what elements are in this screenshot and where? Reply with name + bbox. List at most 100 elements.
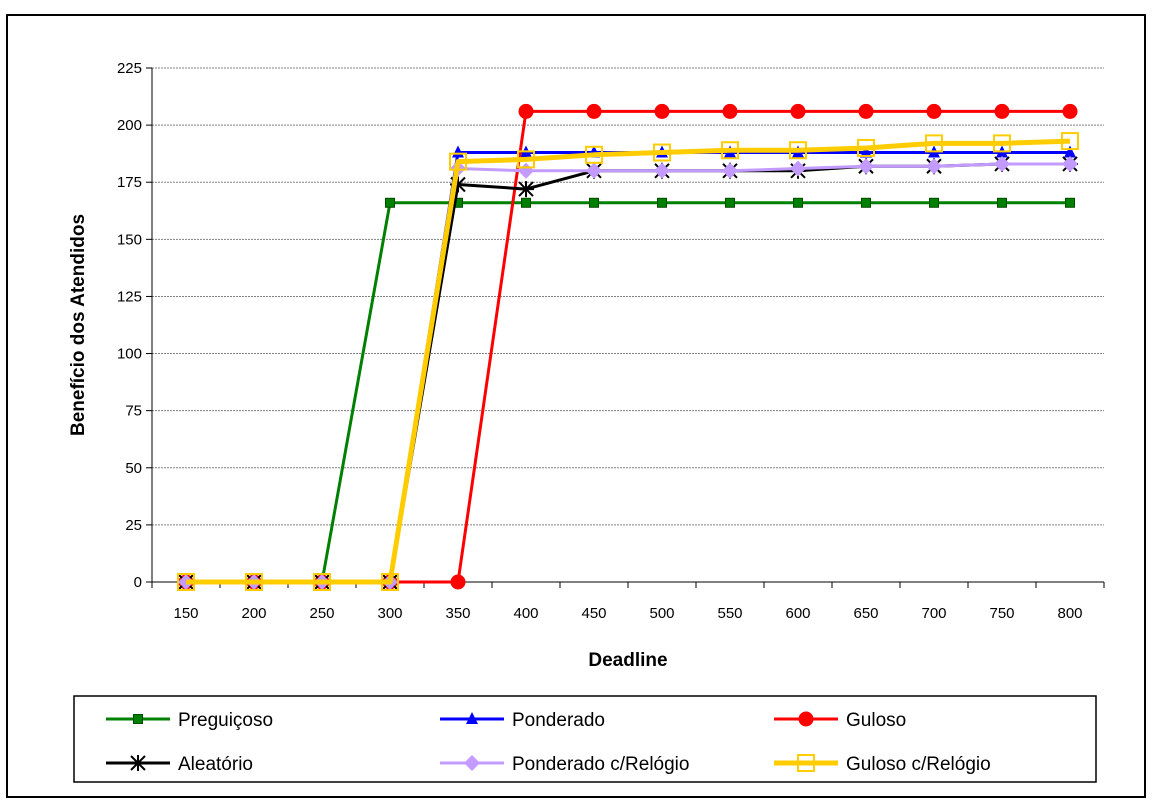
data-point-guloso <box>790 103 806 119</box>
data-point-guloso <box>1062 103 1078 119</box>
legend-marker-aleatorio <box>130 755 146 771</box>
series-ponderado-c-relogio <box>178 155 1078 590</box>
legend-label: Aleatório <box>178 754 253 775</box>
data-point-ponderado-c-relogio <box>518 162 534 179</box>
data-point-guloso-c-relogio <box>925 134 943 153</box>
data-point-preguicoso <box>929 197 939 208</box>
x-tick-label: 300 <box>377 605 402 622</box>
legend-item-ponderado: Ponderado <box>440 710 605 731</box>
data-point-ponderado-c-relogio <box>858 158 874 175</box>
x-tick-label: 450 <box>581 605 606 622</box>
data-point-ponderado-c-relogio <box>722 162 738 179</box>
legend: Preguiçoso Ponderado Guloso Aleatório Ponder… <box>73 695 1097 783</box>
legend-label: Guloso <box>846 710 906 731</box>
data-point-preguicoso <box>997 197 1007 208</box>
legend-label: Ponderado c/Relógio <box>512 754 689 775</box>
legend-marker-ponderado-c-relogio <box>464 755 480 771</box>
legend-item-guloso-c-relogio: Guloso c/Relógio <box>774 754 991 775</box>
data-point-preguicoso <box>1065 197 1075 208</box>
data-point-ponderado-c-relogio <box>926 158 942 175</box>
data-point-guloso <box>654 103 670 119</box>
x-tick-label: 400 <box>513 605 538 622</box>
legend-item-guloso: Guloso <box>774 710 906 731</box>
data-point-guloso-c-relogio <box>1061 132 1079 151</box>
legend-label: Guloso c/Relógio <box>846 754 991 775</box>
data-point-guloso-c-relogio <box>313 573 331 591</box>
x-tick-label: 550 <box>717 605 742 622</box>
data-point-guloso-c-relogio <box>517 150 535 169</box>
series-line-aleatorio <box>186 162 1070 584</box>
data-point-ponderado-c-relogio <box>654 162 670 179</box>
x-tick-label: 700 <box>921 605 946 622</box>
y-tick-label: 25 <box>125 517 142 534</box>
data-point-guloso <box>722 103 738 119</box>
legend-label: Ponderado <box>512 710 605 731</box>
x-tick-label: 150 <box>173 605 198 622</box>
x-tick-label: 600 <box>785 605 810 622</box>
data-point-ponderado-c-relogio <box>790 160 806 177</box>
data-point-guloso <box>926 103 942 119</box>
x-tick-label: 500 <box>649 605 674 622</box>
data-point-preguicoso <box>385 197 395 208</box>
series-line-ponderado <box>186 151 1070 584</box>
data-point-preguicoso <box>657 197 667 208</box>
data-point-guloso-c-relogio <box>993 134 1011 153</box>
data-point-guloso <box>994 103 1010 119</box>
x-axis-title: Deadline <box>588 650 667 671</box>
data-point-guloso-c-relogio <box>857 138 875 157</box>
data-point-guloso-c-relogio <box>721 141 739 160</box>
data-point-guloso-c-relogio <box>381 573 399 591</box>
data-point-guloso-c-relogio <box>449 152 467 171</box>
y-tick-label: 175 <box>117 174 142 191</box>
series-line-guloso-c-relogio <box>186 138 1071 585</box>
y-axis-title: Benefício dos Atendidos <box>68 214 89 436</box>
y-tick-label: 225 <box>117 60 142 77</box>
legend-marker-guloso <box>798 711 814 727</box>
data-point-guloso <box>586 103 602 119</box>
legend-item-preguicoso: Preguiçoso <box>106 710 273 731</box>
data-point-guloso-c-relogio <box>789 141 807 160</box>
axes: 0 25 50 75 100 125 150 175 200 225 150 200 250 300 350… <box>117 60 1105 622</box>
y-tick-label: 0 <box>134 574 142 591</box>
x-tick-label: 250 <box>309 605 334 622</box>
data-point-aleatorio <box>518 181 534 198</box>
data-point-preguicoso <box>589 197 599 208</box>
data-point-ponderado-c-relogio <box>994 155 1010 172</box>
y-tick-label: 75 <box>125 403 142 420</box>
legend-item-aleatorio: Aleatório <box>106 754 253 775</box>
data-point-guloso <box>858 103 874 119</box>
gridlines <box>152 67 1104 526</box>
data-point-guloso-c-relogio <box>245 573 263 591</box>
series-line-ponderado-c-relogio <box>186 162 1070 584</box>
legend-marker-preguicoso <box>133 714 143 724</box>
data-point-aleatorio <box>450 176 466 193</box>
data-point-preguicoso <box>793 197 803 208</box>
y-tick-label: 200 <box>117 117 142 134</box>
x-tick-label: 750 <box>989 605 1014 622</box>
data-point-guloso <box>450 574 466 590</box>
series-guloso-c-relogio <box>177 132 1079 591</box>
legend-marker-ponderado <box>466 712 478 724</box>
x-tick-label: 800 <box>1057 605 1082 622</box>
x-tick-label: 650 <box>853 605 878 622</box>
series-guloso <box>178 103 1078 590</box>
series-preguicoso <box>181 197 1075 587</box>
data-point-ponderado-c-relogio <box>586 162 602 179</box>
series-line-preguicoso <box>186 201 1070 584</box>
y-tick-label: 50 <box>125 460 142 477</box>
data-point-guloso <box>518 103 534 119</box>
data-point-ponderado <box>860 145 872 158</box>
y-tick-label: 100 <box>117 346 142 363</box>
data-point-preguicoso <box>725 197 735 208</box>
data-point-preguicoso <box>521 197 531 208</box>
legend-marker-guloso-c-relogio <box>797 754 815 772</box>
data-point-guloso-c-relogio <box>653 143 671 162</box>
series-lines <box>177 103 1079 591</box>
y-tick-label: 150 <box>117 231 142 248</box>
series-ponderado <box>180 145 1076 587</box>
data-point-preguicoso <box>861 197 871 208</box>
data-point-guloso-c-relogio <box>177 573 195 591</box>
x-tick-label: 200 <box>241 605 266 622</box>
x-tick-label: 350 <box>445 605 470 622</box>
